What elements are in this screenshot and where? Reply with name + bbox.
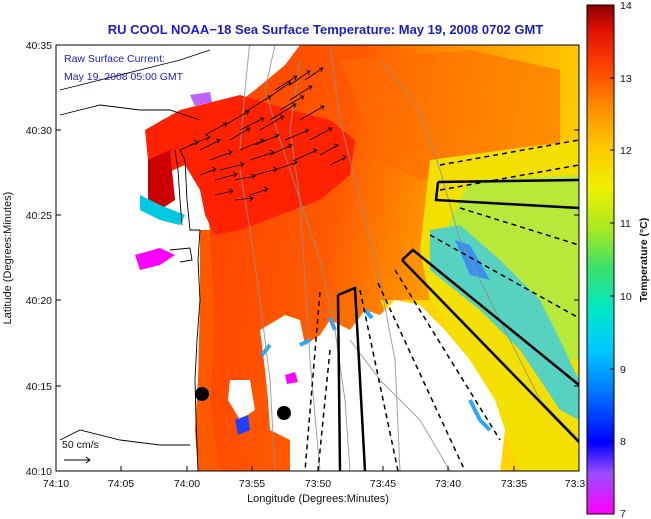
x-tick: 74:10 — [43, 478, 69, 490]
x-tick: 73:45 — [370, 478, 396, 490]
colorbar: 14 13 12 11 10 9 8 7 Temperature (°C) — [586, 0, 650, 519]
y-tick: 40:10 — [26, 466, 52, 478]
warm-plume — [145, 95, 355, 235]
station-marker-2[interactable] — [277, 406, 291, 420]
y-tick: 40:30 — [26, 125, 52, 137]
purple-patch-top — [190, 92, 212, 106]
x-tick: 73:50 — [305, 478, 331, 490]
nearshore-warm-patch — [148, 150, 175, 210]
cool-zone-blue — [455, 240, 490, 280]
colorbar-tick: 8 — [620, 436, 626, 448]
map-title: RU COOL NOAA−18 Sea Surface Temperature:… — [107, 22, 544, 37]
blue-speck — [235, 415, 250, 435]
cloud-mask-left — [228, 380, 255, 420]
dashed-transects — [304, 139, 579, 471]
colorbar-tick: 13 — [620, 73, 632, 85]
scale-label: 50 cm/s — [62, 439, 99, 451]
y-tick: 40:20 — [26, 295, 52, 307]
current-label-line2: May 19, 2008 05:00 GMT — [64, 71, 184, 83]
x-tick: 73:55 — [239, 478, 265, 490]
colorbar-tick: 11 — [620, 218, 631, 230]
scale-arrow — [64, 456, 91, 464]
colorbar-tick: 9 — [620, 364, 626, 376]
station-marker-1[interactable] — [195, 387, 209, 401]
y-tick: 40:35 — [26, 40, 52, 52]
survey-boxes — [336, 178, 579, 471]
colorbar-tick: 12 — [620, 145, 632, 157]
x-tick: 73:35 — [501, 478, 527, 490]
x-tick: 73:3 — [565, 478, 586, 490]
x-tick: 74:05 — [108, 478, 134, 490]
colorbar-gradient — [586, 4, 615, 515]
x-tick: 73:40 — [435, 478, 461, 490]
y-tick: 40:15 — [26, 381, 52, 393]
colorbar-tick: 14 — [620, 0, 632, 12]
current-label-line1: Raw Surface Current: — [64, 53, 165, 65]
y-tick: 40:25 — [26, 210, 52, 222]
x-axis: 74:10 74:05 74:00 73:55 73:50 73:45 73:4… — [43, 466, 586, 505]
colorbar-tick: 10 — [620, 291, 632, 303]
coastal-strip — [195, 230, 220, 471]
magenta-patch — [135, 248, 175, 270]
cool-zone-cyan — [430, 225, 579, 420]
current-vectors — [179, 67, 347, 202]
coastline — [59, 49, 211, 471]
y-axis: 40:35 40:30 40:25 40:20 40:15 40:10 Lati… — [2, 40, 579, 478]
cloud-mask-center — [260, 300, 505, 471]
nearshore-cold-patch — [140, 195, 185, 225]
x-axis-label: Longitude (Degrees:Minutes) — [247, 493, 389, 505]
map-area[interactable] — [56, 40, 579, 471]
y-axis-label: Latitude (Degrees:Minutes) — [2, 192, 14, 325]
colorbar-tick: 7 — [620, 508, 626, 519]
mid-ocean-shade — [340, 50, 560, 180]
x-tick: 74:00 — [174, 478, 200, 490]
colorbar-label: Temperature (°C) — [638, 218, 650, 303]
magenta-speck — [285, 372, 298, 384]
